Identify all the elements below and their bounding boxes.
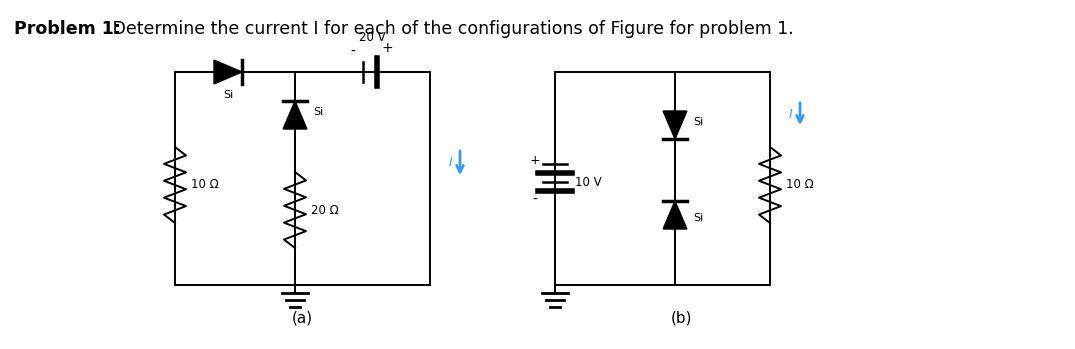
Text: Si: Si [693,117,703,127]
Text: (a): (a) [291,311,313,326]
Text: 10 Ω: 10 Ω [191,178,218,192]
Text: I: I [788,107,792,120]
Text: 10 V: 10 V [575,177,602,190]
Text: -: - [350,45,356,59]
Text: +: + [382,41,392,55]
Text: Si: Si [313,107,324,117]
Text: 20 V: 20 V [359,31,385,44]
Polygon shape [283,101,306,129]
Text: +: + [530,154,541,166]
Text: 10 Ω: 10 Ω [786,178,814,192]
Polygon shape [663,111,687,139]
Polygon shape [214,60,242,84]
Text: Problem 1:: Problem 1: [14,20,121,38]
Text: I: I [448,156,452,170]
Text: Si: Si [223,90,233,100]
Text: Si: Si [693,213,703,223]
Text: (b): (b) [671,311,692,326]
Text: -: - [532,193,538,207]
Text: Determine the current I for each of the configurations of Figure for problem 1.: Determine the current I for each of the … [108,20,793,38]
Text: 20 Ω: 20 Ω [311,203,339,216]
Polygon shape [663,201,687,229]
